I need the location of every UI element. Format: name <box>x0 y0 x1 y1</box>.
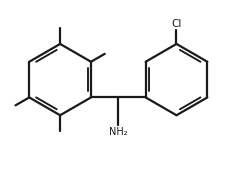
Text: Cl: Cl <box>171 19 182 29</box>
Text: NH₂: NH₂ <box>109 127 128 137</box>
